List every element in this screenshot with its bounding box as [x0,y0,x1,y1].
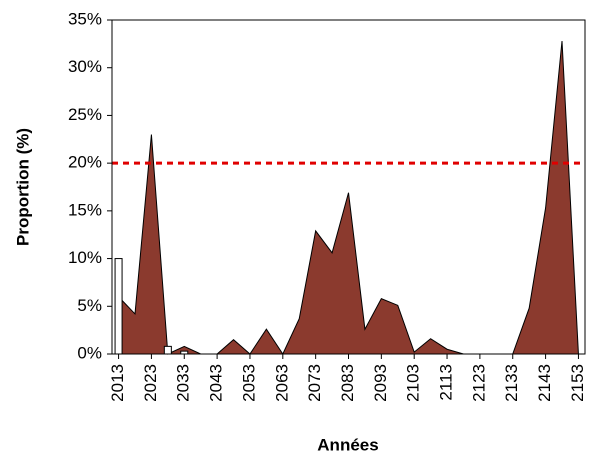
y-tick-label: 30% [68,57,102,76]
x-tick-label: 2063 [272,364,291,402]
y-tick-label: 35% [68,9,102,28]
x-tick-label: 2093 [371,364,390,402]
y-axis-title: Proportion (%) [13,128,32,246]
x-tick-label: 2103 [404,364,423,402]
x-tick-label: 2013 [108,364,127,402]
y-tick-label: 20% [68,153,102,172]
x-tick-label: 2043 [207,364,226,402]
y-tick-label: 10% [68,248,102,267]
x-tick-label: 2153 [568,364,587,402]
x-tick-label: 2083 [338,364,357,402]
x-tick-label: 2073 [305,364,324,402]
x-tick-label: 2053 [239,364,258,402]
y-tick-label: 5% [77,296,102,315]
x-tick-label: 2133 [502,364,521,402]
x-tick-label: 2143 [535,364,554,402]
bar [114,258,123,355]
x-tick-label: 2113 [437,364,456,401]
y-tick-label: 15% [68,200,102,219]
y-tick-label: 25% [68,105,102,124]
x-axis-title: Années [317,435,378,454]
x-tick-label: 2023 [141,364,160,402]
x-tick-label: 2033 [174,364,193,402]
bar [163,345,172,355]
y-tick-label: 0% [77,343,102,362]
x-tick-label: 2123 [469,364,488,402]
